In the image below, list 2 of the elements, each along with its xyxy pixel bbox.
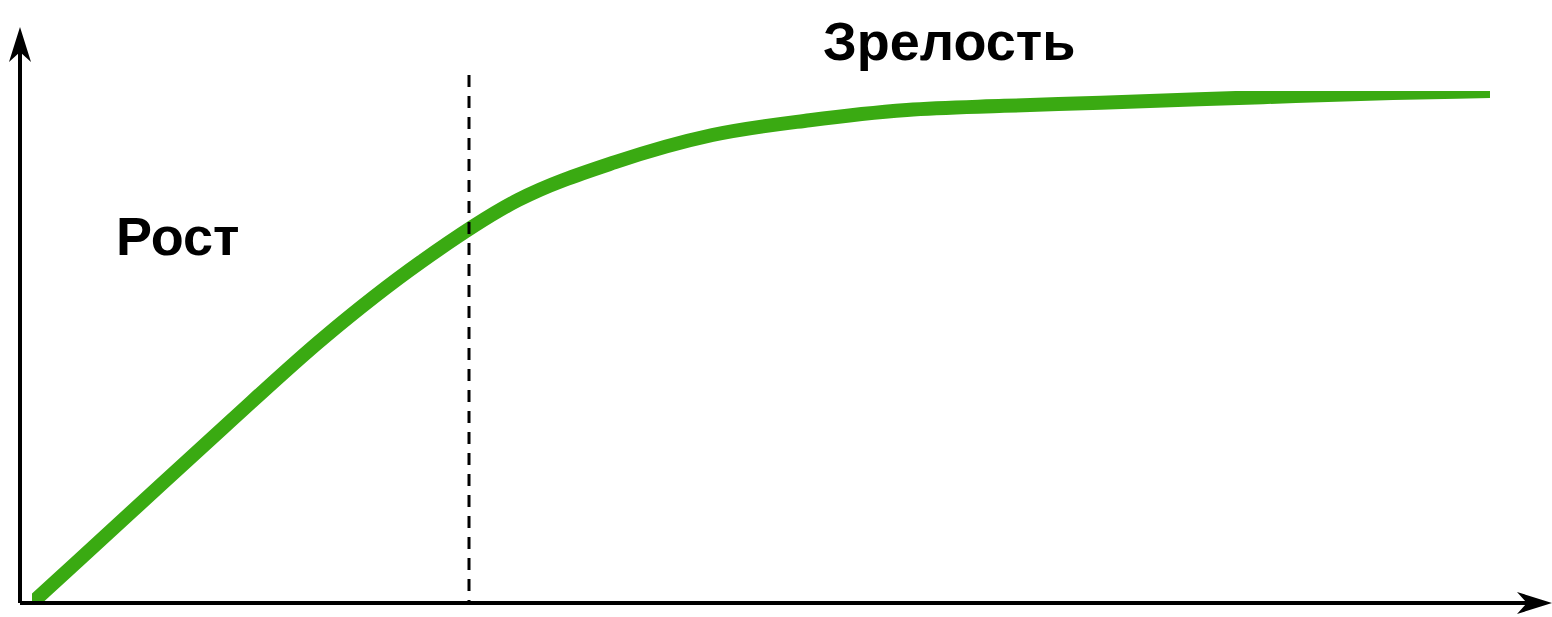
annotation: Рост bbox=[116, 206, 240, 266]
text: Зрелость bbox=[823, 11, 1076, 71]
